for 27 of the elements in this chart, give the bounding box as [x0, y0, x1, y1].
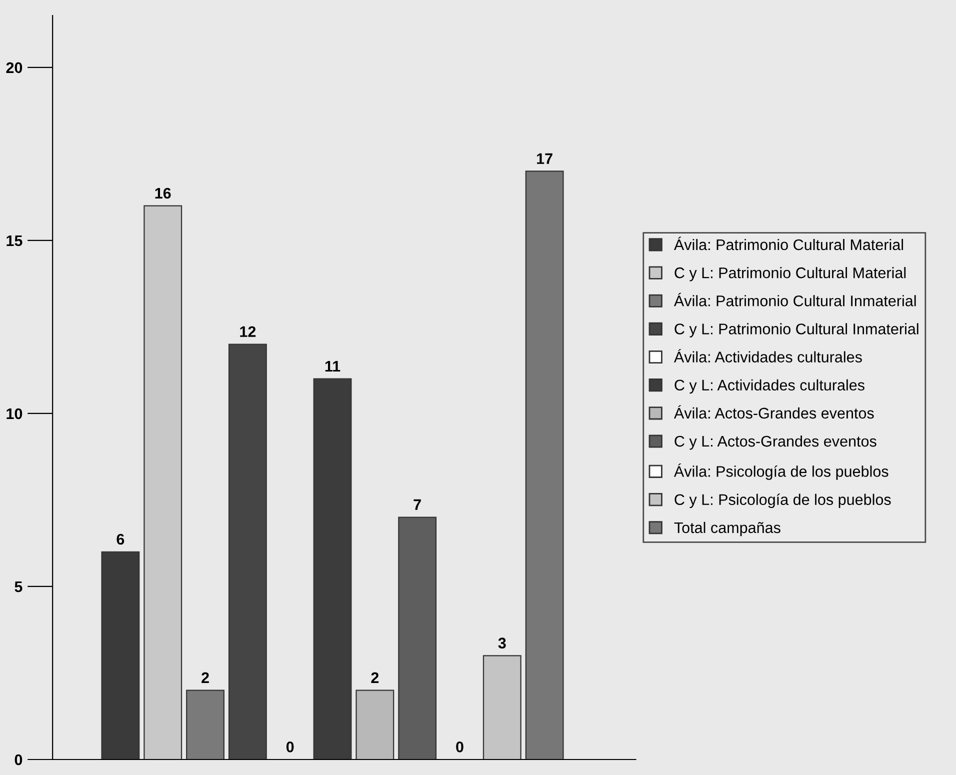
- legend-label: C y L: Actos-Grandes eventos: [674, 435, 876, 450]
- data-label: 11: [325, 361, 340, 372]
- data-label: 0: [286, 741, 294, 752]
- data-label: 17: [537, 153, 552, 164]
- y-tick-label: 5: [14, 582, 22, 592]
- legend-label: C y L: Patrimonio Cultural Inmaterial: [674, 323, 918, 338]
- legend-label: Total campañas: [674, 522, 780, 536]
- legend-label: Ávila: Patrimonio Cultural Inmaterial: [674, 292, 916, 306]
- legend-label: Ávila: Psicología de los pueblos: [674, 463, 888, 480]
- data-label: 2: [202, 672, 209, 683]
- data-label: 3: [498, 638, 506, 649]
- legend-label: C y L: Psicología de los pueblos: [674, 494, 891, 508]
- legend-label: C y L: Patrimonio Cultural Material: [674, 267, 906, 282]
- y-tick-label: 15: [6, 235, 22, 246]
- y-tick-label: 20: [6, 62, 22, 74]
- y-tick-label: 10: [6, 408, 22, 420]
- legend-label: Ávila: Actos-Grandes eventos: [674, 405, 874, 419]
- legend-label: Ávila: Actividades culturales: [674, 349, 862, 362]
- data-label: 6: [116, 534, 124, 545]
- data-label: 16: [155, 188, 171, 199]
- data-label: 2: [371, 672, 379, 683]
- y-tick-label: 0: [14, 754, 22, 766]
- legend-label: C y L: Actividades culturales: [674, 379, 864, 394]
- data-label: 12: [240, 326, 256, 337]
- legend-label: Ávila: Patrimonio Cultural Material: [674, 236, 904, 250]
- data-label: 7: [414, 499, 421, 510]
- data-label: 0: [456, 741, 464, 752]
